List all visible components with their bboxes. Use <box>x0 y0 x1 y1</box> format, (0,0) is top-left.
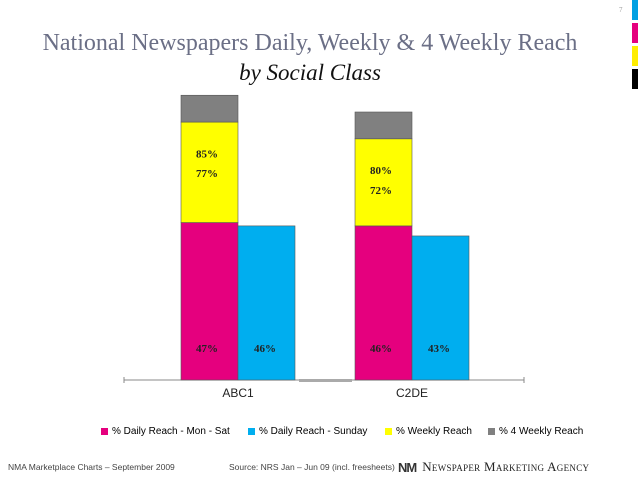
data-label-4-weekly: 85% <box>196 148 218 160</box>
footer-left: NMA Marketplace Charts – September 2009 <box>8 462 175 472</box>
legend-swatch <box>385 428 392 435</box>
data-label-daily-mon-sat: 47% <box>196 343 218 355</box>
bar-daily-mon-sat <box>354 225 413 381</box>
legend-item-4-weekly: % 4 Weekly Reach <box>488 426 583 437</box>
bar-weekly <box>354 138 413 227</box>
footer-source: Source: NRS Jan – Jun 09 (incl. freeshee… <box>229 462 395 472</box>
color-bar-magenta <box>632 23 638 43</box>
legend-label: % Weekly Reach <box>396 426 472 437</box>
legend-item-daily-mon-sat: % Daily Reach - Mon - Sat <box>101 426 230 437</box>
data-label-weekly: 77% <box>196 168 218 180</box>
legend-label: % 4 Weekly Reach <box>499 426 584 437</box>
legend-swatch <box>248 428 255 435</box>
chart-subtitle: by Social Class <box>239 60 381 85</box>
legend-label: % Daily Reach - Mon - Sat <box>112 426 230 437</box>
page-number: 7 <box>619 6 623 14</box>
bar-4-weekly <box>354 111 413 140</box>
color-bar-cyan <box>632 0 638 20</box>
bar-daily-sunday <box>411 235 470 381</box>
legend-swatch <box>488 428 495 435</box>
legend-item-weekly: % Weekly Reach <box>385 426 472 437</box>
color-bar-yellow <box>632 46 638 66</box>
category-label: C2DE <box>396 386 428 400</box>
nma-logo: NM <box>398 459 417 475</box>
bar-4-weekly <box>180 94 239 123</box>
data-label-daily-sunday: 46% <box>254 343 276 355</box>
data-label-daily-sunday: 43% <box>428 343 450 355</box>
legend-item-daily-sunday: % Daily Reach - Sunday <box>248 426 367 437</box>
chart-title: National Newspapers Daily, Weekly & 4 We… <box>42 30 578 56</box>
category-label: ABC1 <box>222 386 254 400</box>
bar-weekly <box>180 121 239 223</box>
data-label-4-weekly: 80% <box>370 165 392 177</box>
color-bar-black <box>632 69 638 89</box>
x-axis-divider <box>299 379 352 382</box>
bar-daily-mon-sat <box>180 222 239 381</box>
data-label-daily-mon-sat: 46% <box>370 343 392 355</box>
legend-swatch <box>101 428 108 435</box>
agency-name: Newspaper Marketing Agency <box>422 459 590 474</box>
legend-label: % Daily Reach - Sunday <box>259 426 368 437</box>
bar-daily-sunday <box>237 225 296 381</box>
data-label-weekly: 72% <box>370 185 392 197</box>
brand: NM Newspaper Marketing Agency <box>398 459 589 475</box>
